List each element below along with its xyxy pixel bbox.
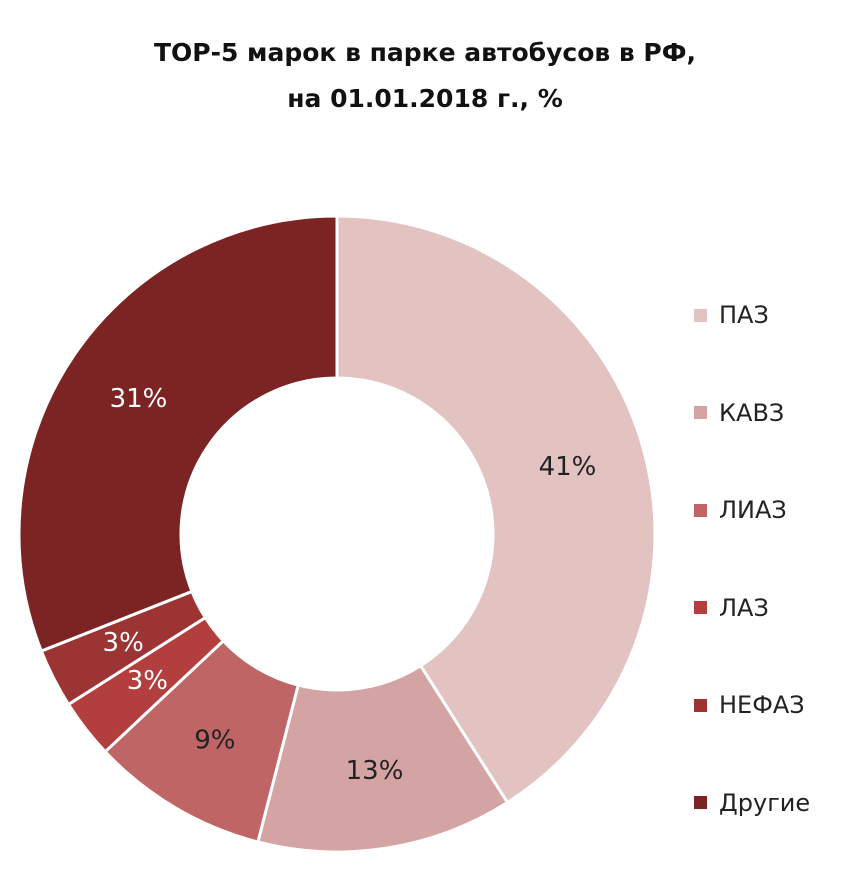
chart-title-line-1: ТОР-5 марок в парке автобусов в РФ, (153, 38, 697, 67)
donut-slice-5 (17, 214, 339, 654)
legend-item-2: ЛИАЗ (694, 495, 787, 525)
legend-swatch (694, 308, 707, 322)
donut-slice-1 (256, 663, 510, 854)
legend-swatch (694, 698, 707, 712)
data-label-5: 31% (110, 384, 168, 414)
legend-label: ПАЗ (719, 301, 769, 329)
legend-label: НЕФАЗ (719, 691, 805, 719)
legend-item-3: ЛАЗ (694, 593, 769, 623)
legend-label: ЛАЗ (719, 593, 769, 622)
legend-label: Другие (719, 788, 811, 817)
legend-swatch (694, 406, 707, 419)
data-label-0: 41% (539, 452, 597, 482)
legend-item-0: ПАЗ (694, 300, 769, 330)
chart-title: ТОР-5 марок в парке автобусов в РФ, на 0… (0, 30, 850, 122)
data-label-1: 13% (346, 756, 404, 786)
legend-swatch (694, 796, 707, 809)
legend-item-5: Другие (694, 788, 810, 818)
chart-title-line-2: на 01.01.2018 г., % (287, 84, 563, 113)
legend-swatch (694, 601, 707, 614)
legend-label: ЛИАЗ (719, 496, 787, 524)
data-label-3: 3% (127, 666, 168, 696)
legend-label: КАВЗ (719, 398, 785, 427)
legend-swatch (694, 503, 707, 517)
legend-item-4: НЕФАЗ (694, 690, 805, 720)
legend-item-1: КАВЗ (694, 398, 784, 428)
data-label-4: 3% (103, 628, 144, 658)
donut-slice-0 (335, 214, 657, 805)
data-label-2: 9% (194, 726, 235, 756)
